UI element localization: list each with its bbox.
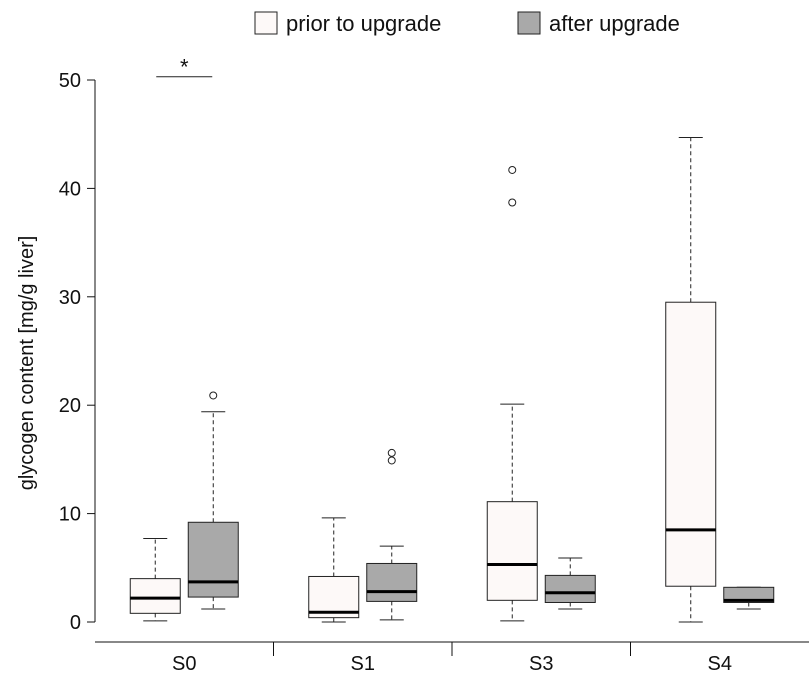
box-iqr	[665, 301, 717, 587]
box-prior-to-upgrade-S4	[665, 136, 717, 623]
box-prior-to-upgrade-S3	[486, 165, 538, 622]
x-tick-label: S4	[708, 653, 732, 674]
box-after-upgrade-S3	[544, 557, 596, 610]
y-tick-label: 10	[59, 504, 81, 526]
box-iqr	[187, 521, 239, 598]
outlier-point	[387, 456, 396, 465]
legend-swatch-after	[517, 11, 541, 35]
x-tick-label: S0	[172, 653, 196, 674]
box-iqr	[486, 501, 538, 601]
outlier-point	[209, 391, 218, 400]
legend-swatch-prior	[254, 11, 278, 35]
box-iqr	[129, 578, 181, 614]
outlier-point	[508, 198, 517, 207]
y-tick-label: 40	[59, 178, 81, 200]
outlier-point	[508, 165, 517, 174]
plot-area: *	[129, 55, 775, 623]
box-iqr	[723, 586, 775, 603]
x-tick-label: S1	[351, 653, 375, 674]
outlier-point	[387, 448, 396, 457]
box-prior-to-upgrade-S0	[129, 538, 181, 622]
significance-star: *	[180, 55, 189, 80]
y-tick-label: 20	[59, 395, 81, 417]
box-iqr	[366, 562, 418, 602]
box-prior-to-upgrade-S1	[308, 517, 360, 623]
box-after-upgrade-S4	[723, 586, 775, 610]
legend: prior to upgrade after upgrade	[254, 11, 680, 36]
box-after-upgrade-S0	[187, 391, 239, 610]
y-tick-label: 50	[59, 70, 81, 92]
x-tick-label: S3	[529, 653, 553, 674]
y-tick-label: 30	[59, 287, 81, 309]
legend-label-after: after upgrade	[549, 11, 680, 36]
y-axis-title: glycogen content [mg/g liver]	[16, 236, 38, 491]
axes: 0 10 20 30 40 50 S0 S1 S3 S4	[59, 70, 809, 674]
legend-label-prior: prior to upgrade	[286, 11, 441, 36]
y-tick-label: 0	[70, 612, 81, 634]
box-iqr	[544, 574, 596, 603]
box-after-upgrade-S1	[366, 448, 418, 621]
